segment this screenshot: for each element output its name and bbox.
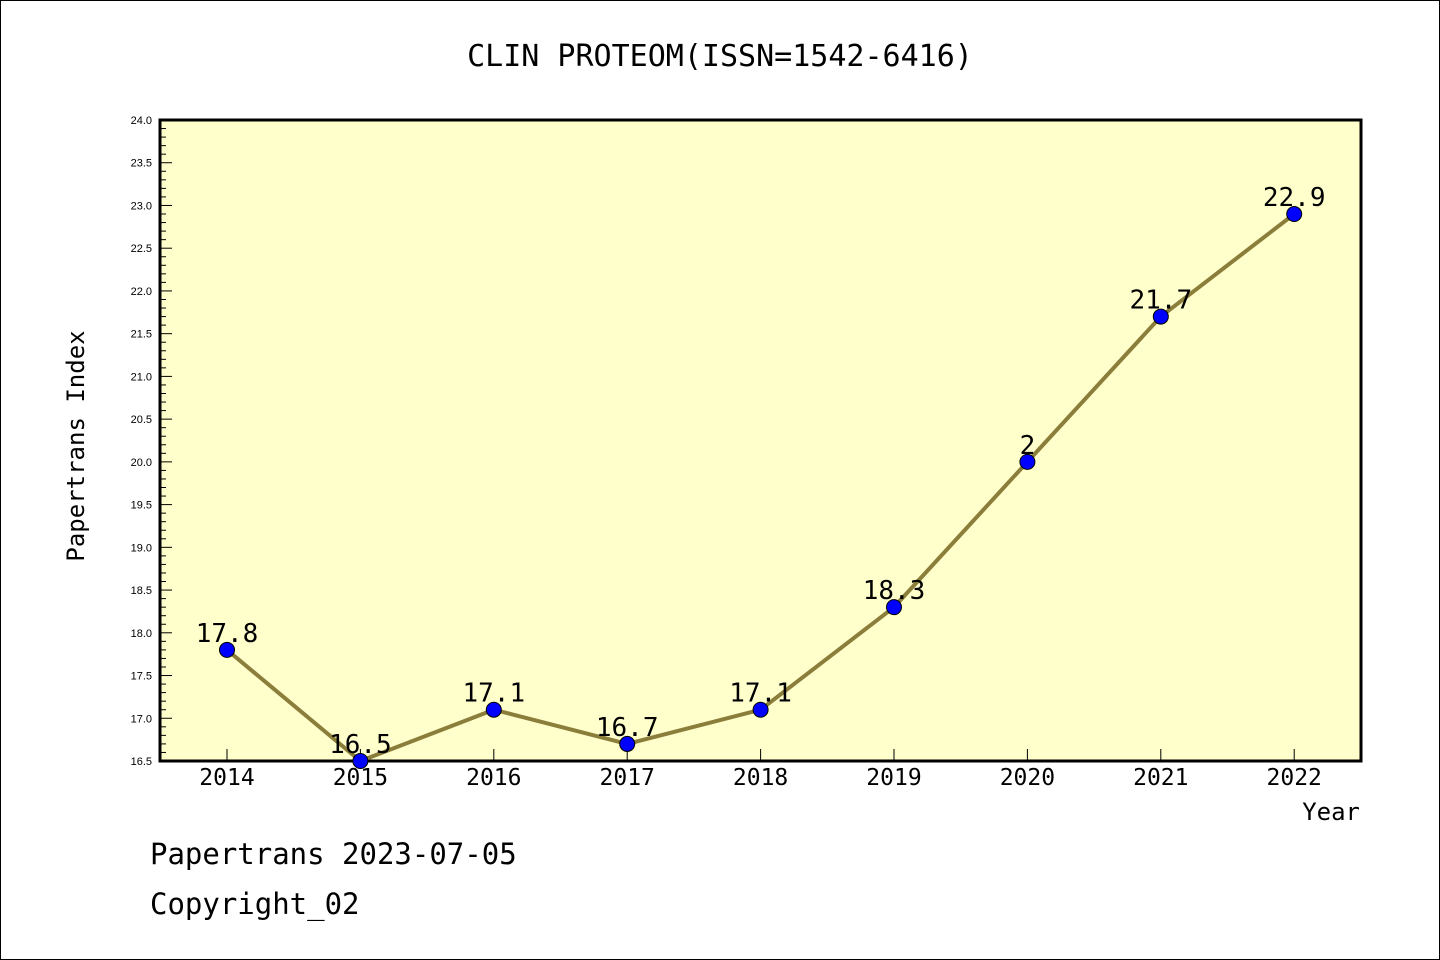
y-tick-label: 18.0	[131, 628, 152, 640]
data-point	[1019, 453, 1036, 470]
x-tick-label: 2015	[333, 765, 388, 791]
y-tick-label: 16.5	[131, 756, 152, 768]
x-tick-label: 2017	[600, 765, 655, 791]
data-point	[1152, 308, 1169, 325]
y-tick-label: 23.5	[131, 158, 152, 170]
plot-area	[160, 120, 1361, 761]
y-tick-label: 17.0	[131, 713, 152, 725]
data-label: 21.7	[1129, 286, 1192, 316]
data-point	[219, 641, 235, 658]
x-axis-ticks: 2014 2015 2016 2017 2018 2019 2020 2021 2022	[199, 749, 1322, 791]
chart-title: CLIN PROTEOM(ISSN=1542-6416)	[467, 39, 973, 74]
y-tick-label: 22.5	[131, 243, 152, 255]
y-tick-label: 21.0	[131, 371, 152, 383]
y-tick-label: 17.5	[131, 671, 152, 683]
data-labels: 17.8 16.5 17.1 16.7 17.1 18.3 2 21.7 22.9	[196, 183, 1326, 760]
x-tick-label: 2019	[866, 765, 921, 791]
plot-border	[158, 118, 1363, 763]
x-axis-label: Year	[1302, 798, 1360, 826]
y-tick-label: 24.0	[131, 115, 152, 127]
data-point	[1286, 206, 1303, 223]
data-label: 17.8	[196, 619, 259, 649]
data-label: 16.7	[596, 713, 659, 743]
x-tick-label: 2018	[733, 765, 788, 791]
y-tick-label: 21.5	[131, 329, 152, 341]
y-tick-label: 22.0	[131, 286, 152, 298]
data-point	[485, 701, 502, 718]
footer-date: Papertrans 2023-07-05	[150, 837, 517, 871]
data-point	[886, 599, 902, 616]
data-label: 17.1	[729, 679, 792, 709]
data-point	[752, 701, 769, 718]
y-tick-label: 19.5	[131, 500, 152, 512]
x-tick-label: 2016	[466, 765, 521, 791]
y-tick-label: 19.0	[131, 542, 152, 554]
y-tick-label: 23.0	[131, 200, 152, 212]
data-point	[619, 735, 636, 752]
x-tick-label: 2022	[1267, 765, 1322, 791]
data-label: 16.5	[329, 730, 392, 760]
x-tick-label: 2021	[1133, 765, 1188, 791]
y-tick-label: 18.5	[131, 585, 152, 597]
data-label: 22.9	[1263, 183, 1326, 213]
y-tick-label: 20.0	[131, 457, 152, 469]
data-point	[352, 753, 369, 769]
x-tick-label: 2014	[199, 765, 254, 791]
data-label: 17.1	[462, 679, 525, 709]
y-axis-label: Papertrans Index	[62, 330, 90, 561]
footer-copyright: Copyright_02	[150, 887, 360, 922]
x-tick-label: 2020	[1000, 765, 1055, 791]
y-axis-ticks: 16.5 17.0 17.5 18.0 18.5 19.0 19.5 20.0 20.5 21.0…	[131, 115, 172, 768]
y-tick-label: 20.5	[131, 414, 152, 426]
series-markers	[219, 206, 1303, 769]
data-label: 18.3	[863, 576, 926, 606]
data-label: 2	[1020, 431, 1036, 461]
